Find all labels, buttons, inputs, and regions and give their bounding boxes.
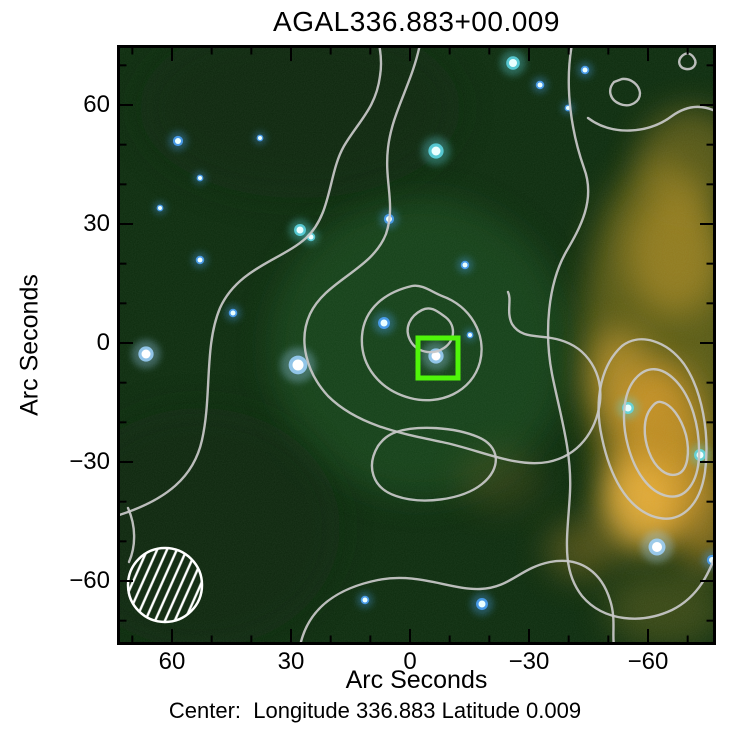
y-tick-label-0: 0	[96, 329, 110, 356]
x-tick-label-0: 0	[403, 648, 417, 675]
contour-layer	[120, 48, 713, 642]
star	[561, 101, 575, 115]
beam-circle	[126, 546, 204, 624]
star	[280, 347, 316, 383]
star	[470, 592, 494, 616]
star	[225, 305, 241, 321]
star-layer	[131, 50, 713, 616]
star	[303, 229, 319, 245]
star	[153, 201, 167, 215]
star	[372, 311, 396, 335]
y-tick-label-60: 60	[83, 90, 110, 118]
star	[421, 136, 451, 166]
star	[168, 131, 188, 151]
x-tick-label-30: 30	[277, 648, 305, 675]
star	[532, 77, 548, 93]
star	[193, 171, 207, 185]
y-tick-label--60: −60	[69, 567, 110, 594]
star	[192, 252, 208, 268]
plot-svg	[120, 48, 713, 642]
star	[616, 396, 640, 420]
star	[500, 50, 526, 76]
figure-title: AGAL336.883+00.009	[273, 6, 560, 37]
center-caption: Center: Longitude 336.883 Latitude 0.009	[168, 698, 582, 723]
y-tick-label--30: −30	[69, 448, 110, 475]
star	[357, 592, 373, 608]
star	[253, 131, 267, 145]
star	[641, 531, 673, 563]
star	[288, 218, 312, 242]
star	[131, 339, 161, 369]
tick-marks	[120, 48, 713, 642]
star	[577, 62, 593, 78]
target-marker-square	[415, 335, 461, 381]
x-tick-label--60: −60	[627, 648, 669, 675]
x-tick-label--30: −30	[508, 648, 550, 675]
y-tick-label-30: 30	[83, 209, 110, 237]
x-tick-label-60: 60	[158, 648, 186, 675]
star	[457, 257, 473, 273]
plot-area	[117, 45, 716, 645]
x-axis-label: Arc Seconds	[345, 666, 488, 694]
star	[463, 328, 477, 342]
